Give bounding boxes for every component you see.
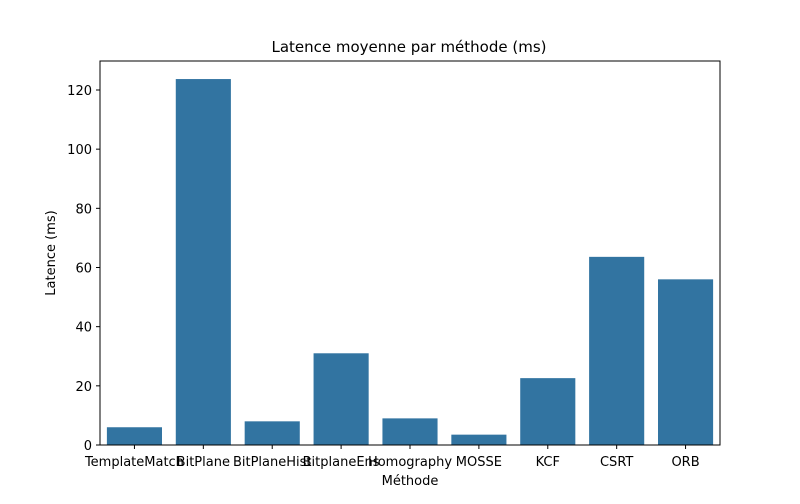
bar-kcf <box>520 378 576 445</box>
y-tick-label: 80 <box>75 202 92 217</box>
bar-bitplanehist <box>244 421 300 445</box>
bar-csrt <box>589 256 645 445</box>
y-tick-label: 40 <box>75 321 92 336</box>
bars-group <box>106 79 714 446</box>
x-tick-label: TemplateMatch <box>84 455 184 470</box>
x-tick-label: BitplaneEns <box>303 455 380 470</box>
x-tick-label: BitPlaneHist <box>233 455 312 470</box>
x-tick-label: BitPlane <box>177 455 230 470</box>
x-tick-label: ORB <box>671 455 699 470</box>
x-tick-label: MOSSE <box>456 455 502 470</box>
bar-homography <box>382 418 438 445</box>
plot-frame <box>99 60 721 446</box>
x-tick-label: Homography <box>368 455 452 470</box>
y-tick-label: 120 <box>67 84 92 99</box>
bar-bitplaneens <box>313 353 369 445</box>
x-tick-label: KCF <box>536 455 560 470</box>
y-tick-label: 0 <box>84 439 92 454</box>
y-axis: 0 20 40 60 80 100 120 <box>67 84 100 454</box>
y-tick-label: 100 <box>67 143 92 158</box>
bar-orb <box>658 279 714 445</box>
x-axis-label: Méthode <box>382 474 439 489</box>
y-tick-label: 20 <box>75 380 92 395</box>
x-tick-label: CSRT <box>600 455 633 470</box>
bar-bitplane <box>175 79 231 446</box>
y-tick-label: 60 <box>75 261 92 276</box>
bar-mosse <box>451 434 507 445</box>
bar-templatematch <box>106 427 162 445</box>
chart-title: Latence moyenne par méthode (ms) <box>271 38 546 56</box>
y-axis-label: Latence (ms) <box>44 210 59 295</box>
